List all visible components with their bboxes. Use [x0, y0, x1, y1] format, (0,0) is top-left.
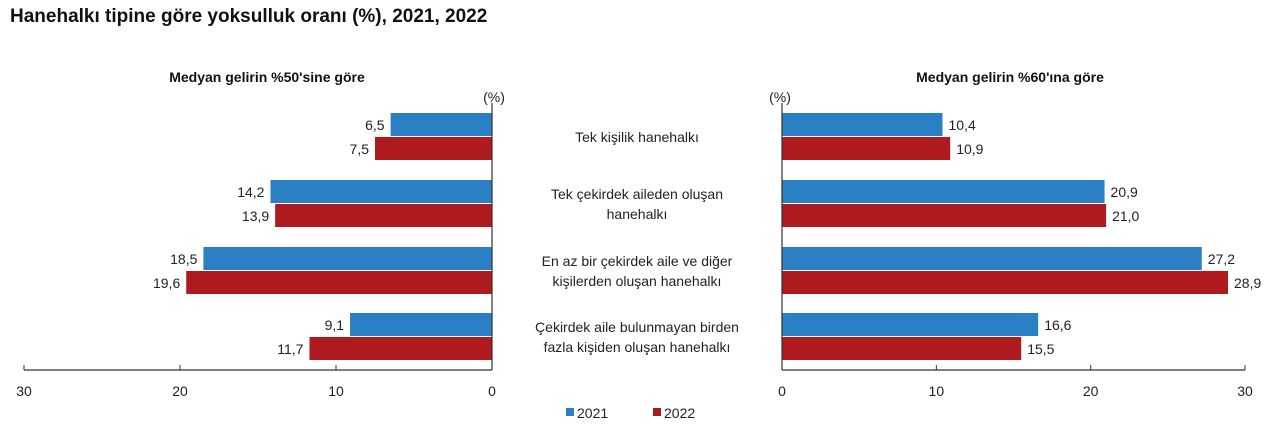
- category-label: hanehalkı: [607, 206, 668, 222]
- left-unit-label: (%): [483, 89, 505, 105]
- data-label-2021: 6,5: [365, 117, 385, 133]
- x-tick-label: 30: [1237, 383, 1253, 399]
- x-tick-label: 0: [778, 383, 786, 399]
- data-label-2021: 10,4: [949, 117, 976, 133]
- bar-2022-3: [309, 337, 492, 360]
- category-label: Çekirdek aile bulunmayan birden: [535, 319, 739, 335]
- bar-2022-2: [186, 271, 493, 294]
- left-subtitle: Medyan gelirin %50'sine göre: [169, 69, 365, 85]
- x-tick-label: 10: [328, 383, 344, 399]
- bar-2021-0: [782, 113, 943, 136]
- legend-swatch-2021: [566, 408, 574, 416]
- data-label-2022: 21,0: [1112, 208, 1139, 224]
- legend-label-2021: 2021: [577, 405, 608, 421]
- x-tick-label: 0: [488, 383, 496, 399]
- data-label-2022: 10,9: [956, 141, 983, 157]
- bar-2022-1: [782, 204, 1107, 227]
- data-label-2021: 27,2: [1208, 251, 1235, 267]
- legend-label-2022: 2022: [664, 405, 695, 421]
- bar-2022-3: [782, 337, 1022, 360]
- data-label-2021: 20,9: [1111, 184, 1138, 200]
- legend: 2021 2022: [566, 405, 695, 421]
- bar-2022-2: [782, 271, 1229, 294]
- legend-swatch-2022: [653, 408, 661, 416]
- data-label-2022: 13,9: [242, 208, 269, 224]
- category-label: fazla kişiden oluşan hanehalkı: [544, 339, 731, 355]
- data-label-2022: 11,7: [277, 341, 303, 357]
- data-label-2021: 14,2: [237, 184, 264, 200]
- bar-2021-2: [782, 247, 1202, 270]
- bar-2021-1: [270, 180, 492, 203]
- data-label-2021: 9,1: [325, 317, 345, 333]
- right-subtitle: Medyan gelirin %60'ına göre: [916, 69, 1104, 85]
- category-label: Tek çekirdek aileden oluşan: [551, 186, 723, 202]
- x-tick-label: 20: [1083, 383, 1099, 399]
- bar-2022-0: [375, 137, 492, 160]
- category-label: En az bir çekirdek aile ve diğer: [542, 253, 733, 269]
- bar-2021-1: [782, 180, 1105, 203]
- bar-2021-3: [782, 313, 1039, 336]
- data-label-2022: 28,9: [1234, 275, 1261, 291]
- x-tick-label: 30: [16, 383, 32, 399]
- data-label-2022: 7,5: [350, 141, 370, 157]
- x-tick-label: 10: [929, 383, 945, 399]
- bar-2022-1: [275, 204, 492, 227]
- bar-2021-3: [350, 313, 492, 336]
- category-label: Tek kişilik hanehalkı: [575, 129, 699, 145]
- x-tick-label: 20: [172, 383, 188, 399]
- data-label-2022: 19,6: [153, 275, 180, 291]
- right-unit-label: (%): [769, 89, 791, 105]
- bar-2021-2: [203, 247, 492, 270]
- data-label-2021: 16,6: [1044, 317, 1071, 333]
- chart-title: Hanehalkı tipine göre yoksulluk oranı (%…: [10, 6, 487, 27]
- data-label-2022: 15,5: [1027, 341, 1054, 357]
- category-label: kişilerden oluşan hanehalkı: [553, 273, 722, 289]
- data-label-2021: 18,5: [170, 251, 197, 267]
- bar-2021-0: [390, 113, 492, 136]
- bar-2022-0: [782, 137, 951, 160]
